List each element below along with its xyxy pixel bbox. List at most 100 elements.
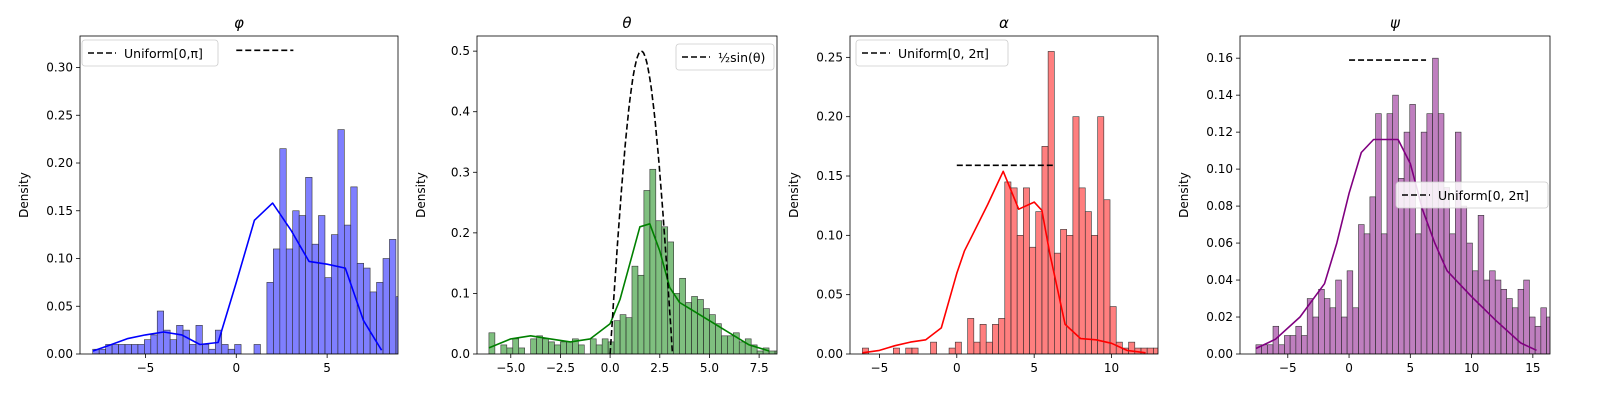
legend-label: Uniform[0, 2π] [898, 46, 989, 61]
histogram-bar [536, 335, 543, 354]
histogram-bar [298, 215, 306, 354]
histogram-bar [1369, 196, 1376, 354]
histogram-bar [1449, 233, 1456, 354]
histogram-bar [435, 340, 441, 354]
histogram-bar [118, 344, 126, 354]
x-tick-label: 5 [1406, 361, 1414, 375]
histogram-bar [691, 296, 698, 354]
kde-curve [1255, 138, 1537, 352]
histogram-bar [998, 318, 1006, 354]
histogram-bar [1004, 181, 1012, 354]
subplot-4: −5 0 5 10 15 0.00 0.02 0.04 0.06 0.08 0.10 0.12 0.14… [1177, 14, 1587, 375]
kde-curve [92, 202, 383, 352]
y-tick-label: 0.12 [1206, 125, 1233, 139]
histogram-bar [1084, 211, 1092, 354]
histogram-bar [234, 344, 242, 354]
histogram-bar [1358, 224, 1365, 354]
x-tick-label: −5 [137, 361, 155, 375]
histogram-bar [356, 262, 364, 354]
histogram-bar [363, 267, 371, 354]
y-axis-label: Density [414, 172, 428, 218]
x-tick-label: 10 [1104, 361, 1119, 375]
histogram-bar [395, 296, 398, 354]
histogram-bar [137, 344, 145, 354]
histogram-bar [930, 341, 937, 354]
histogram-bar [331, 234, 339, 354]
histogram-bar [1335, 279, 1342, 354]
subplot-title: θ [622, 14, 631, 32]
histogram-bar [721, 335, 728, 354]
histogram-bar [111, 344, 119, 354]
y-tick-label: 0.1 [451, 286, 470, 300]
y-tick-label: 0.14 [1206, 88, 1233, 102]
histogram-bar [1375, 113, 1382, 354]
histogram-bar [661, 226, 669, 354]
legend: Uniform[0,π] [81, 39, 219, 67]
subplot-1: −5 0 5 0.00 0.05 0.10 0.15 0.20 0.25 0.30 φ Density… [17, 14, 441, 375]
histogram-bar [893, 347, 900, 354]
legend-box [81, 39, 219, 67]
histogram-bar [637, 274, 645, 354]
y-tick-label: 0.00 [46, 347, 73, 361]
histogram-bar [1581, 345, 1587, 354]
legend: Uniform[0, 2π] [855, 39, 1009, 67]
histogram-bar [1153, 347, 1158, 354]
histogram-bar [1278, 344, 1285, 354]
histogram-bar [227, 348, 235, 354]
histogram-bar [1284, 335, 1291, 354]
subplot-title: α [999, 14, 1009, 32]
axes-frame [79, 35, 399, 355]
histogram-bar [305, 177, 313, 354]
histogram-bar [566, 341, 573, 354]
histogram-bar [150, 334, 158, 354]
histogram-bar [266, 282, 274, 354]
histogram-bar [1047, 51, 1055, 354]
histogram-bar [415, 292, 421, 354]
histogram-bar [500, 344, 508, 354]
histogram-bar [292, 210, 300, 354]
histogram-bar [1234, 348, 1240, 354]
histogram-bar [613, 320, 621, 354]
histogram-bar [1301, 335, 1308, 354]
subplot-3: −5 0 5 10 0.00 0.05 0.10 0.15 0.20 0.25 α Density Un… [787, 14, 1240, 375]
histogram-bar [578, 344, 585, 354]
histogram-bar [862, 347, 869, 354]
legend: Uniform[0, 2π] [1395, 181, 1549, 209]
histogram-bar [756, 350, 764, 354]
plot-area [862, 51, 1240, 354]
histogram-bar [589, 338, 597, 354]
histogram-bar [506, 347, 514, 354]
y-tick-label: 0.02 [1206, 310, 1233, 324]
histogram-bar [1477, 215, 1485, 354]
x-tick-label: 0 [953, 361, 961, 375]
y-tick-label: 0.04 [1206, 273, 1233, 287]
y-tick-label: 0.25 [46, 108, 73, 122]
histogram-bar [542, 338, 549, 354]
histogram-bar [679, 277, 686, 354]
histogram-bar [1060, 229, 1067, 354]
y-tick-label: 0.00 [1206, 347, 1233, 361]
y-tick-label: 0.20 [46, 156, 73, 170]
histogram-bar [1072, 116, 1080, 354]
x-tick-label: −5 [1279, 361, 1297, 375]
histogram-bar [1455, 131, 1462, 354]
axes-frame [476, 35, 778, 355]
histogram-bar [169, 339, 177, 354]
y-tick-label: 0.06 [1206, 236, 1233, 250]
y-tick-label: 0.05 [46, 299, 73, 313]
histogram-bar [685, 302, 692, 354]
legend-box [1395, 181, 1549, 209]
y-tick-label: 0.0 [451, 347, 470, 361]
axes-frame [849, 35, 1159, 355]
histogram-bar [1575, 336, 1581, 354]
histogram-bar [1500, 288, 1507, 354]
histogram-bar [1267, 344, 1274, 354]
legend-label: ½sin(θ) [718, 50, 765, 65]
histogram-bar [488, 332, 496, 354]
histogram-bar [1289, 335, 1297, 354]
histogram-bar [992, 324, 999, 354]
histogram-bar [530, 338, 537, 354]
histogram-bar [1352, 307, 1359, 354]
histogram-bar [774, 350, 777, 354]
histogram-bar [163, 329, 171, 354]
